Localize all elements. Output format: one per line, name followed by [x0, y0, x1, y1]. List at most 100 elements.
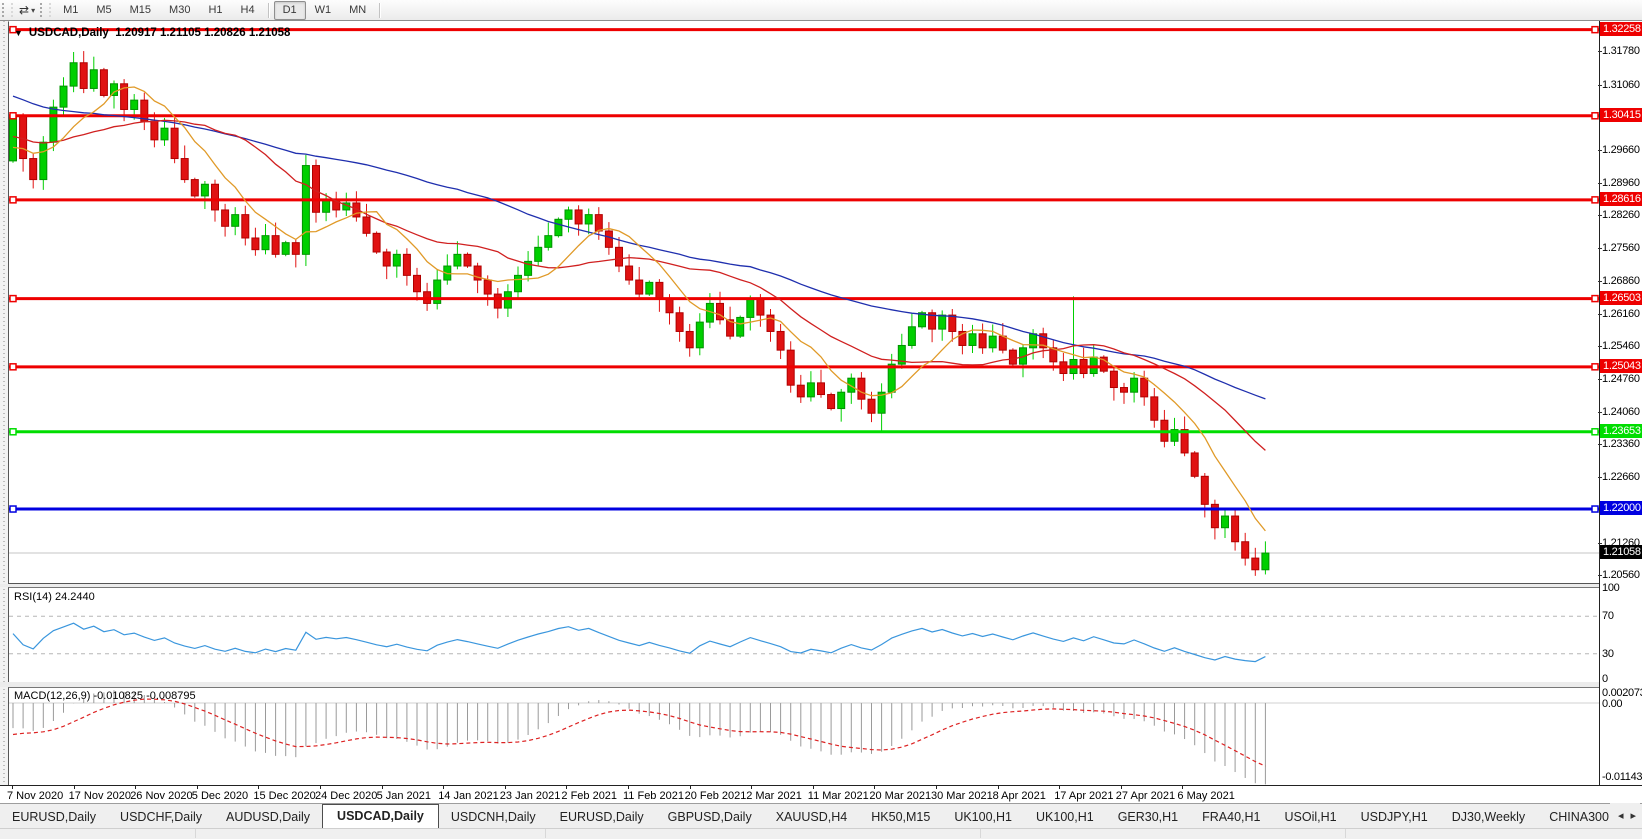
tab-usoil-h1[interactable]: USOil,H1: [1284, 810, 1337, 824]
candle-body: [170, 127, 179, 160]
line-handle[interactable]: [1591, 363, 1599, 371]
tab-uk100-h1[interactable]: UK100,H1: [954, 810, 1012, 824]
candle-body: [200, 183, 209, 197]
tab-xauusd-h4[interactable]: XAUUSD,H4: [775, 810, 848, 824]
candle-body: [524, 260, 533, 276]
line-handle[interactable]: [9, 25, 17, 34]
date-label: 11 Feb 2021: [623, 790, 684, 802]
candle-body: [433, 279, 442, 304]
timeframe-m30-button[interactable]: M30: [169, 3, 191, 16]
main-chart-canvas[interactable]: [9, 22, 1599, 583]
candle-body: [615, 246, 623, 267]
current-price-badge: 1.21058: [1600, 545, 1642, 560]
timeframe-w1-button[interactable]: W1: [314, 3, 332, 16]
candle-body: [392, 253, 401, 267]
line-handle[interactable]: [9, 505, 17, 513]
price-tick-label: 1.23360: [1602, 438, 1640, 451]
macd-canvas[interactable]: [9, 688, 1599, 786]
tab-ger30-h1[interactable]: GER30,H1: [1117, 810, 1179, 824]
tab-scroll-arrows: ◂ ▸: [1609, 803, 1640, 828]
date-tick-mark: [628, 786, 629, 789]
rsi-panel[interactable]: [8, 587, 1600, 683]
candle-body: [493, 293, 502, 309]
candle-body: [675, 312, 684, 332]
candle-body: [1120, 387, 1128, 393]
line-handle[interactable]: [1591, 294, 1599, 303]
candle-body: [534, 246, 543, 262]
timeframe-m5-button[interactable]: M5: [96, 3, 112, 16]
tab-eurusd-daily[interactable]: EURUSD,Daily: [12, 810, 97, 824]
date-label: 17 Nov 2020: [68, 790, 131, 802]
panel-splitter-2[interactable]: [0, 682, 1642, 687]
tab-uk100-h1[interactable]: UK100,H1: [1036, 810, 1094, 824]
candle-body: [1210, 503, 1219, 529]
tab-usdjpy-h1[interactable]: USDJPY,H1: [1360, 810, 1428, 824]
timeframe-m1-button[interactable]: M1: [63, 3, 79, 16]
tab-usdcnh-daily[interactable]: USDCNH,Daily: [450, 810, 536, 824]
candle-body: [695, 321, 704, 349]
tab-scroll-right-icon[interactable]: ▸: [1630, 810, 1636, 822]
timeframe-h1-button[interactable]: H1: [208, 3, 223, 16]
tab-dj30-weekly[interactable]: DJ30,Weekly: [1451, 810, 1526, 824]
date-tick-mark: [1120, 786, 1122, 789]
candle-body: [726, 319, 735, 337]
tab-hk50-m15[interactable]: HK50,M15: [871, 810, 931, 824]
chart-mode-icon[interactable]: ⇄ ▾: [16, 3, 38, 17]
date-tick-mark: [196, 786, 198, 789]
candle-body: [1251, 557, 1260, 571]
candle-body: [584, 214, 593, 225]
candle-body: [473, 265, 482, 281]
price-tick-mark: [1598, 313, 1602, 315]
line-handle[interactable]: [1591, 25, 1599, 34]
candle-body: [887, 363, 896, 393]
candle-body: [29, 158, 38, 181]
toolbar-grip[interactable]: [2, 3, 13, 17]
rsi-canvas[interactable]: [9, 588, 1599, 682]
candle-body: [564, 209, 573, 220]
toolbar-grip-2[interactable]: [40, 3, 52, 17]
line-handle[interactable]: [9, 294, 17, 303]
candle-body: [746, 298, 755, 318]
chart-tab-bar: EURUSD,Daily USDCHF,Daily AUDUSD,Daily USDC…: [0, 803, 1642, 829]
candle-body: [372, 232, 381, 253]
tab-usdchf-daily[interactable]: USDCHF,Daily: [120, 810, 202, 824]
candle-body: [69, 62, 78, 87]
line-handle[interactable]: [1591, 196, 1599, 204]
date-tick-mark: [997, 786, 999, 789]
macd-panel[interactable]: [8, 687, 1600, 787]
price-tick-mark: [1598, 379, 1602, 381]
timeframe-buttons: M1 M5 M15 M30 H1 H4 D1 W1 MN: [54, 0, 385, 20]
line-handle[interactable]: [9, 428, 17, 436]
candle-body: [99, 69, 108, 96]
timeframe-mn-button[interactable]: MN: [349, 3, 367, 16]
arrows-icon: ⇄: [19, 3, 30, 17]
timeframe-h4-button[interactable]: H4: [240, 3, 255, 16]
main-chart-panel[interactable]: [8, 22, 1600, 584]
tab-usdcad-daily[interactable]: USDCAD,Daily: [322, 804, 439, 829]
line-handle[interactable]: [1591, 112, 1599, 120]
line-handle[interactable]: [1591, 428, 1599, 436]
tab-china300-h1[interactable]: CHINA300,H1: [1549, 810, 1629, 824]
candle-body: [39, 141, 48, 181]
line-handle[interactable]: [9, 196, 17, 204]
price-tick-mark: [1598, 575, 1602, 577]
date-tick-mark: [258, 786, 260, 789]
candle-body: [665, 298, 674, 314]
timeframe-m15-button[interactable]: M15: [129, 3, 152, 16]
tab-gbpusd-daily[interactable]: GBPUSD,Daily: [667, 810, 752, 824]
panel-splitter-1[interactable]: [0, 584, 1642, 587]
line-handle[interactable]: [9, 363, 17, 371]
tab-audusd-daily[interactable]: AUDUSD,Daily: [226, 810, 311, 824]
line-handle[interactable]: [1591, 505, 1599, 513]
status-strip-divider: [195, 829, 196, 838]
timeframe-d1-button[interactable]: D1: [273, 0, 306, 20]
tab-fra40-h1[interactable]: FRA40,H1: [1202, 810, 1261, 824]
candle-body: [1029, 333, 1038, 349]
candle-body: [1200, 475, 1209, 505]
tab-eurusd-daily[interactable]: EURUSD,Daily: [559, 810, 644, 824]
line-handle[interactable]: [9, 112, 17, 120]
candle-body: [160, 127, 169, 141]
status-strip-divider: [545, 829, 546, 838]
tab-scroll-left-icon[interactable]: ◂: [1617, 810, 1624, 822]
date-label: 20 Feb 2021: [684, 790, 747, 802]
